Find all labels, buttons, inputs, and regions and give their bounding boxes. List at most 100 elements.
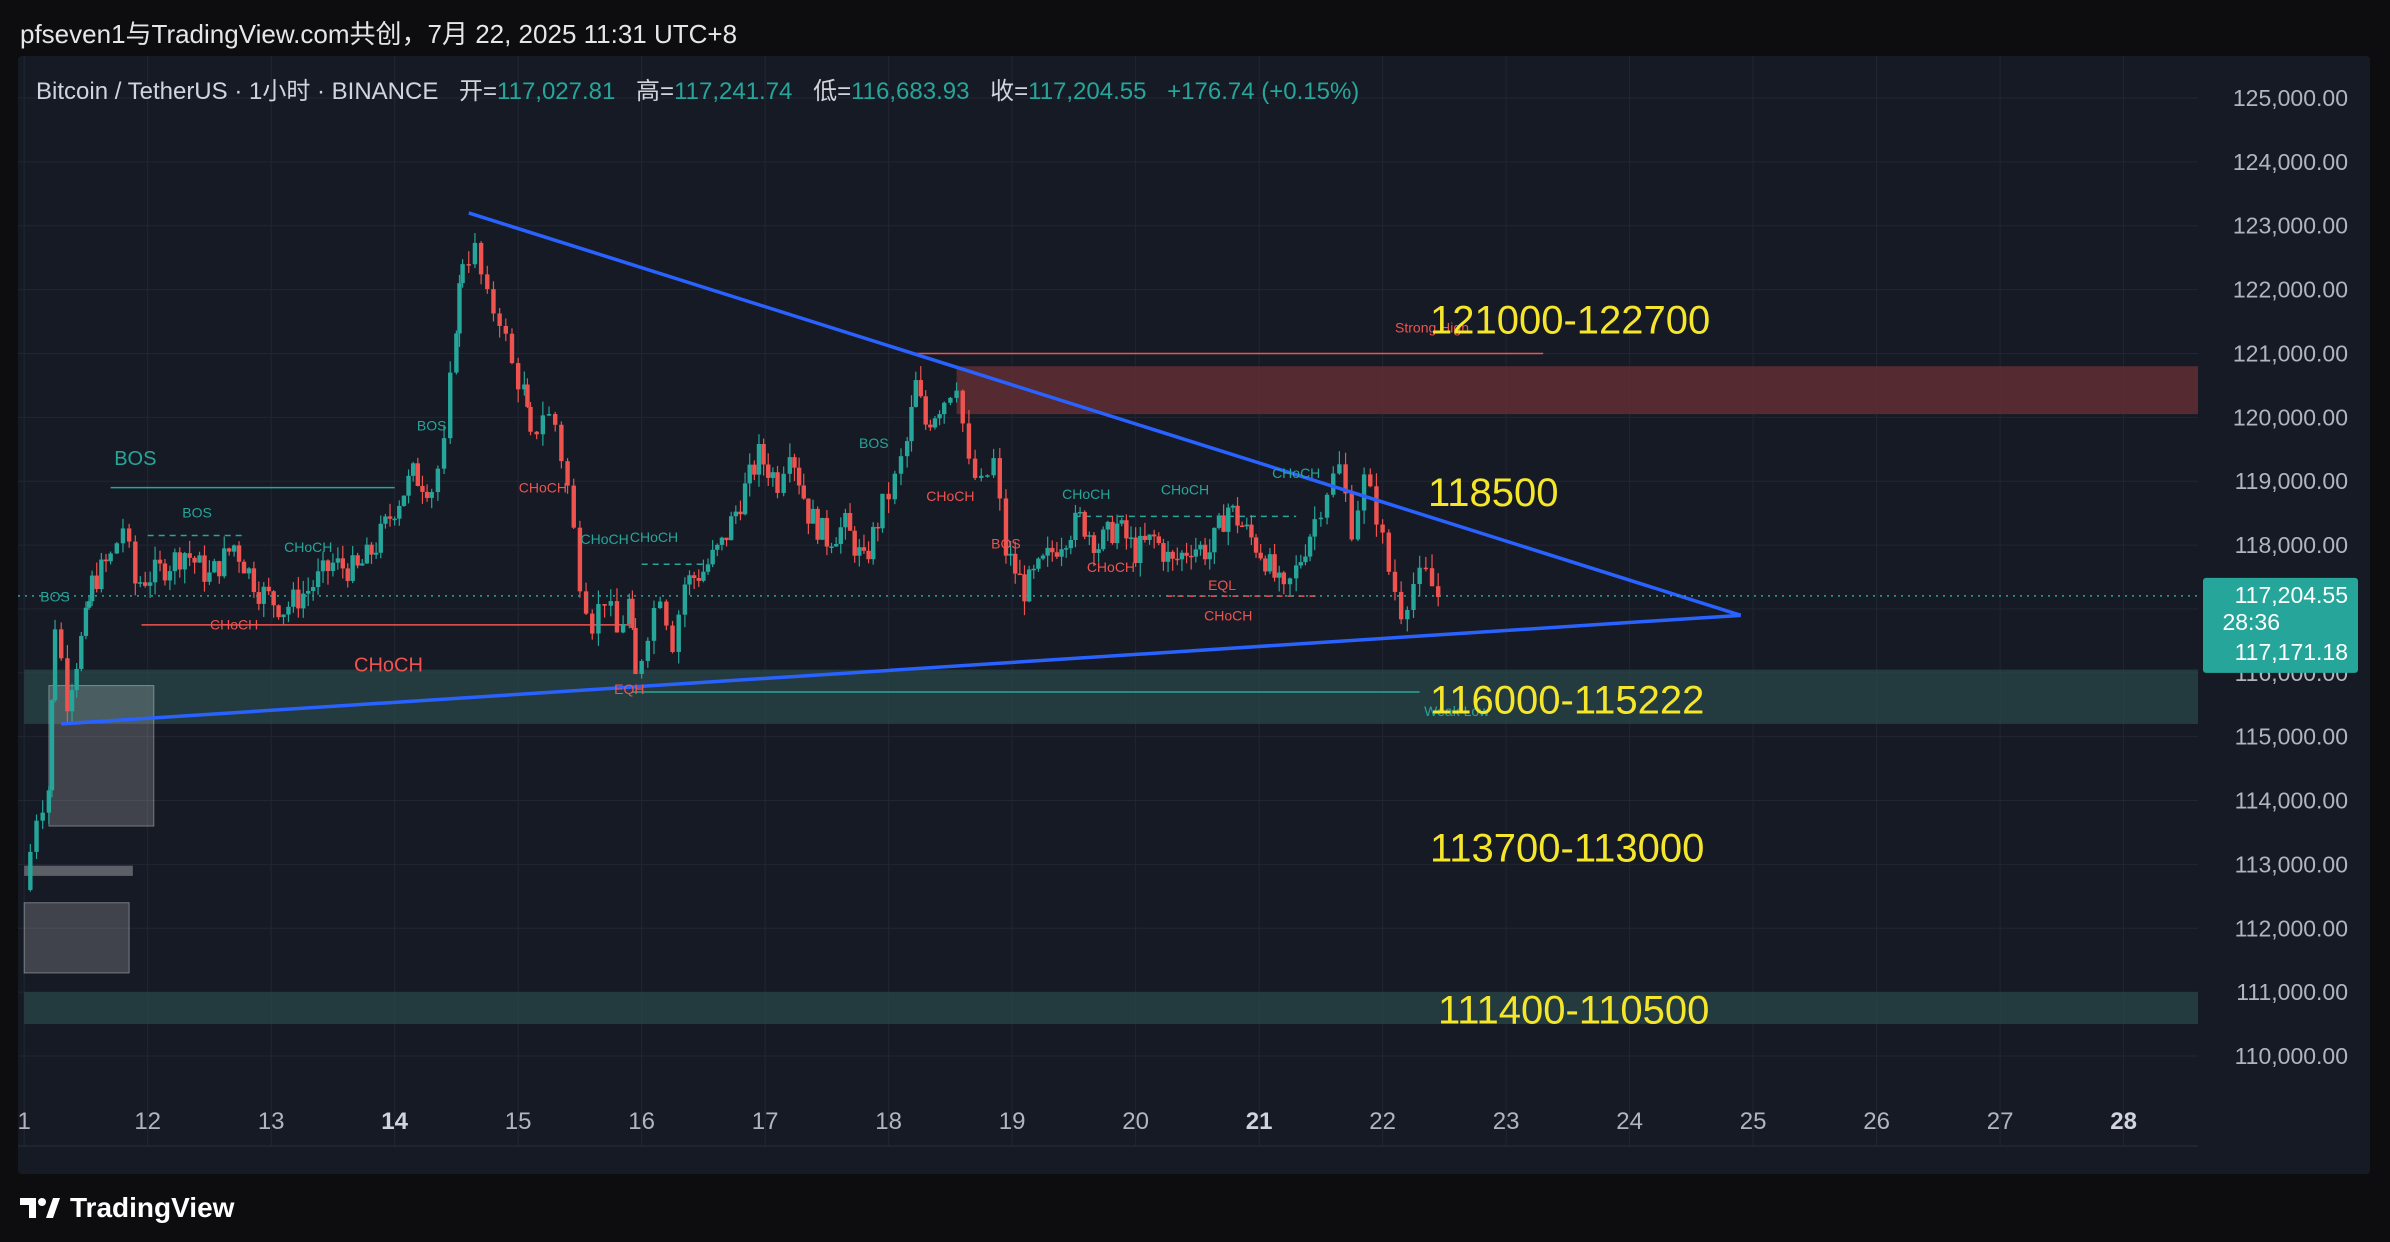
candle-body <box>733 511 739 517</box>
symbol-label[interactable]: Bitcoin / TetherUS · 1小时 · BINANCE <box>36 78 439 105</box>
candle-body <box>86 601 92 608</box>
candle-body <box>1124 520 1129 539</box>
candle-body <box>1073 512 1078 541</box>
candle-body <box>202 555 207 582</box>
candle-body <box>1405 610 1410 620</box>
candle-body <box>429 492 434 498</box>
candle-body <box>596 604 601 634</box>
candle-body <box>1151 534 1157 537</box>
time-tick-label: 14 <box>381 1108 408 1135</box>
candle-body <box>1128 537 1134 539</box>
open-label: 开= <box>459 78 498 105</box>
candle-body <box>932 418 938 428</box>
chart-panel[interactable]: BOS BOS BOS CHoCH BOS CHoCH CHoCH CHoCH CHoCH CHo… <box>18 56 2370 1174</box>
candle-body <box>276 605 281 618</box>
candle-body <box>904 441 910 457</box>
candle-body <box>829 546 834 548</box>
candle-body <box>1318 517 1324 520</box>
candle-body <box>1355 510 1361 540</box>
candle-body <box>1272 554 1277 578</box>
structure-label: CHoCH <box>519 480 567 496</box>
lower-support-zone <box>24 992 2198 1025</box>
candle-body <box>875 526 881 529</box>
candle-body <box>1096 549 1101 553</box>
candle-body <box>710 549 715 565</box>
candle-body <box>847 512 853 531</box>
candle-body <box>46 790 52 813</box>
candle-body <box>1031 568 1036 571</box>
candle-body <box>815 508 820 540</box>
candle-body <box>1249 524 1254 538</box>
candle-body <box>74 668 79 691</box>
candle-body <box>310 587 316 591</box>
candle-body <box>460 264 465 284</box>
level-label: 111400-110500 <box>1438 988 1709 1032</box>
candle-body <box>296 589 301 609</box>
candle-body <box>1207 552 1212 560</box>
structure-label: BOS <box>114 448 156 470</box>
price-tick-label: 110,000.00 <box>2235 1043 2348 1069</box>
candle-body <box>577 527 583 592</box>
last-price-label: 117,204.55 <box>2235 582 2348 608</box>
candle-body <box>1230 505 1236 508</box>
candle-body <box>553 414 558 425</box>
candle-body <box>1392 571 1398 592</box>
candle-body <box>387 516 393 519</box>
candle-body <box>83 607 89 636</box>
second-price-label: 117,171.18 <box>2235 639 2348 665</box>
price-tick-label: 122,000.00 <box>2233 277 2348 303</box>
candle-body <box>1179 552 1185 560</box>
price-tick-label: 121,000.00 <box>2233 340 2348 366</box>
candle-body <box>820 517 825 540</box>
candle-body <box>886 493 891 500</box>
candle-body <box>602 604 607 606</box>
order-block-box <box>23 902 130 974</box>
candle-body <box>1202 544 1208 560</box>
structure-label: CHoCH <box>630 529 678 545</box>
candle-body <box>937 414 942 419</box>
candle-body <box>271 591 276 606</box>
candle-body <box>775 472 780 493</box>
candle-body <box>1119 520 1124 524</box>
candle-body <box>415 463 421 486</box>
candle-body <box>1293 565 1299 579</box>
candle-body <box>1411 584 1416 611</box>
candle-body <box>928 424 933 428</box>
candle-body <box>320 560 326 572</box>
structure-label: CHoCH <box>354 655 423 677</box>
candle-body <box>325 560 331 572</box>
candle-body <box>948 397 953 403</box>
candle-body <box>1101 529 1106 550</box>
order-block-box <box>48 685 155 827</box>
candle-body <box>997 458 1002 499</box>
candle-body <box>1050 547 1055 553</box>
candle-body <box>401 495 407 506</box>
candle-body <box>614 601 620 633</box>
resistance-zone <box>956 366 2198 415</box>
candle-body <box>1343 464 1348 494</box>
time-tick-label: 1 <box>18 1108 31 1135</box>
candle-body <box>69 690 75 712</box>
candle-body <box>65 658 70 712</box>
candle-body <box>345 568 350 581</box>
tradingview-logo-icon <box>20 1198 60 1218</box>
candle-body <box>40 812 45 821</box>
candle-body <box>1036 558 1041 569</box>
candle-body <box>369 544 374 555</box>
candle-body <box>810 508 816 524</box>
candle-body <box>1398 591 1404 620</box>
candle-body <box>792 457 797 468</box>
candle-body <box>565 461 570 486</box>
candle-body <box>1045 547 1050 556</box>
structure-label: BOS <box>991 535 1021 551</box>
candle-body <box>231 545 237 552</box>
candle-body <box>1059 549 1064 557</box>
candle-body <box>534 431 539 435</box>
candle-body <box>162 563 168 581</box>
candle-body <box>1165 551 1171 562</box>
tradingview-logo[interactable]: TradingView <box>20 1192 234 1224</box>
candle-body <box>1226 507 1231 532</box>
candle-body <box>522 384 527 390</box>
time-tick-label: 17 <box>752 1108 779 1135</box>
